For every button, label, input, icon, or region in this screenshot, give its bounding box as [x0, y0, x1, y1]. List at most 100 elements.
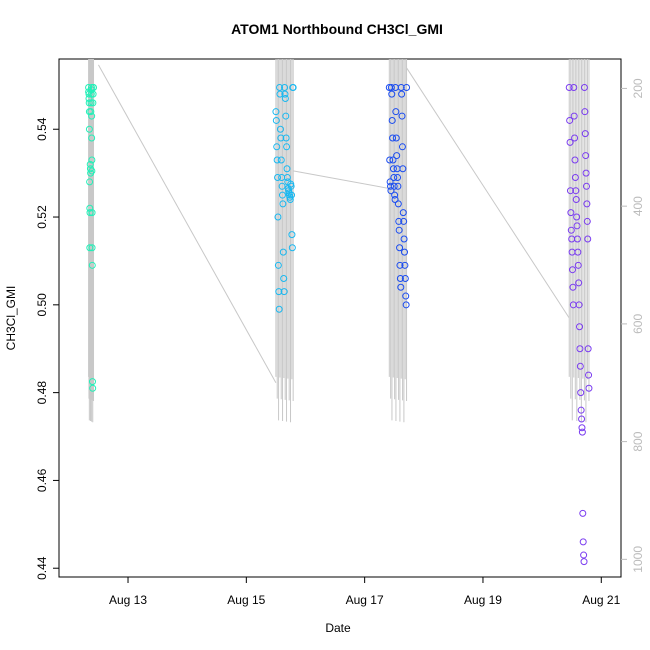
data-point: [87, 108, 95, 116]
x-axis: Aug 13 Aug 15 Aug 17 Aug 19 Aug 21: [109, 576, 621, 607]
data-point: [277, 134, 285, 142]
data-point: [393, 152, 401, 160]
data-point: [565, 84, 573, 92]
data-point: [288, 231, 296, 239]
data-point: [402, 292, 410, 300]
data-point: [584, 345, 592, 353]
data-point: [585, 384, 593, 392]
data-point: [394, 200, 402, 208]
data-point: [583, 217, 591, 225]
data-point: [569, 283, 577, 291]
data-point: [279, 200, 287, 208]
data-point: [391, 195, 399, 203]
y-tick-label: 0.52: [35, 205, 49, 229]
data-point: [573, 222, 581, 230]
data-point: [86, 178, 94, 186]
data-point: [397, 283, 405, 291]
data-point: [386, 156, 394, 164]
data-points: [85, 84, 593, 566]
secondary-y-axis: 200 400 600 800 1000: [621, 78, 645, 573]
data-point: [387, 84, 395, 92]
data-point: [86, 209, 94, 217]
data-point: [398, 112, 406, 120]
data-point: [86, 244, 94, 252]
data-point: [579, 538, 587, 546]
data-point: [577, 389, 585, 397]
data-point: [400, 235, 408, 243]
y-tick-label: 0.46: [35, 468, 49, 492]
data-point: [278, 191, 286, 199]
y2-tick-label: 200: [631, 78, 645, 98]
data-point: [88, 209, 96, 217]
data-point: [89, 384, 97, 392]
data-point: [88, 378, 96, 386]
data-point: [288, 244, 296, 252]
data-point: [578, 424, 586, 432]
data-point: [276, 90, 284, 98]
y-axis-label: CH3Cl_GMI: [4, 286, 18, 351]
data-point: [283, 174, 291, 182]
data-point: [289, 84, 297, 92]
data-point: [288, 191, 296, 199]
data-point: [387, 187, 395, 195]
data-point: [574, 248, 582, 256]
data-point: [576, 345, 584, 353]
data-point: [274, 174, 282, 182]
data-point: [399, 165, 407, 173]
data-point: [274, 213, 282, 221]
data-point: [578, 428, 586, 436]
y-tick-label: 0.50: [35, 293, 49, 317]
x-tick-label: Aug 17: [346, 593, 384, 607]
data-point: [87, 84, 95, 92]
data-point: [278, 182, 286, 190]
data-point: [401, 261, 409, 269]
data-point: [274, 261, 282, 269]
data-point: [575, 279, 583, 287]
data-point: [283, 165, 291, 173]
data-point: [89, 99, 97, 107]
y-tick-label: 0.44: [35, 556, 49, 580]
data-point: [580, 558, 588, 566]
y-axis: 0.44 0.46 0.48 0.50 0.52 0.54: [35, 117, 59, 580]
data-point: [577, 406, 585, 414]
data-point: [280, 274, 288, 282]
data-point: [400, 248, 408, 256]
data-point: [276, 84, 284, 92]
data-point: [397, 84, 405, 92]
data-point: [395, 226, 403, 234]
data-point: [396, 244, 404, 252]
data-point: [390, 182, 398, 190]
y-tick-label: 0.54: [35, 117, 49, 141]
data-point: [572, 187, 580, 195]
pressure-profile-lines: [88, 59, 590, 423]
x-tick-label: Aug 15: [227, 593, 265, 607]
chart-title: ATOM1 Northbound CH3Cl_GMI: [231, 21, 443, 37]
data-point: [566, 116, 574, 124]
data-point: [387, 182, 395, 190]
data-point: [576, 362, 584, 370]
data-point: [571, 134, 579, 142]
data-point: [392, 134, 400, 142]
data-point: [396, 274, 404, 282]
data-point: [280, 288, 288, 296]
data-point: [89, 90, 97, 98]
data-point: [403, 84, 411, 92]
data-point: [273, 143, 281, 151]
data-point: [389, 134, 397, 142]
data-point: [88, 244, 96, 252]
data-point: [389, 156, 397, 164]
data-point: [573, 213, 581, 221]
data-point: [90, 84, 98, 92]
data-point: [282, 112, 290, 120]
data-point: [88, 167, 96, 175]
pressure-transit-line: [406, 67, 570, 319]
data-point: [272, 108, 280, 116]
data-point: [582, 169, 590, 177]
x-tick-label: Aug 19: [464, 593, 502, 607]
data-point: [281, 90, 289, 98]
data-point: [281, 95, 289, 103]
data-point: [572, 195, 580, 203]
y2-tick-label: 600: [631, 314, 645, 334]
x-tick-label: Aug 13: [109, 593, 147, 607]
